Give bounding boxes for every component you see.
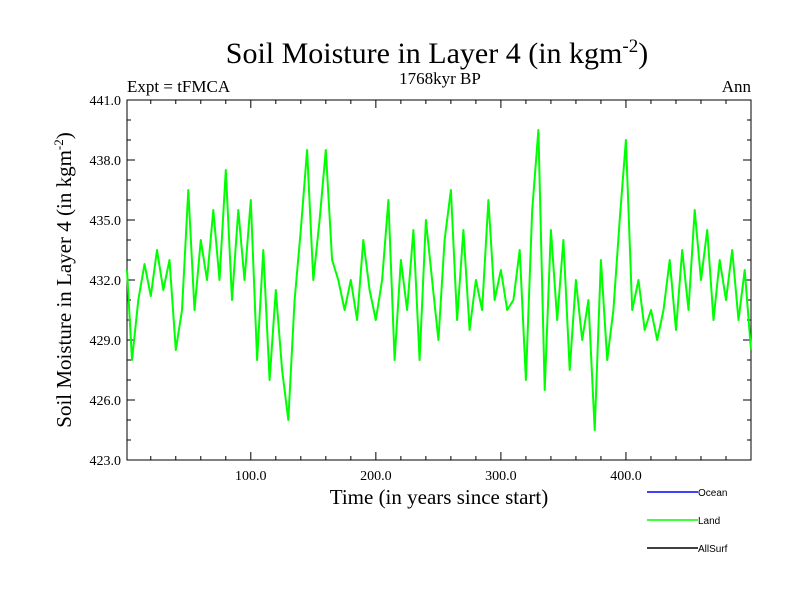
x-tick-label: 300.0 [485, 469, 517, 484]
y-tick-label: 426.0 [90, 394, 122, 409]
x-tick-label: 200.0 [360, 469, 392, 484]
experiment-label: Expt = tFMCA [127, 77, 231, 96]
season-label: Ann [722, 77, 752, 96]
x-axis: 100.0 200.0 300.0 400.0 [150, 100, 727, 484]
y-tick-label: 429.0 [90, 334, 122, 349]
y-tick-label: 423.0 [90, 454, 122, 469]
x-tick-label: 100.0 [235, 469, 267, 484]
chart-title: Soil Moisture in Layer 4 (in kgm-2) [226, 36, 648, 70]
y-axis-label-close: ) [52, 132, 76, 139]
legend-label-land: Land [698, 516, 720, 527]
y-axis-label-main: Soil Moisture in Layer 4 (in kgm [52, 150, 76, 428]
series-line-land [126, 129, 752, 431]
y-tick-label: 435.0 [90, 214, 122, 229]
x-tick-label: 400.0 [610, 469, 642, 484]
plot-frame [126, 99, 752, 461]
y-tick-label: 432.0 [90, 274, 122, 289]
y-tick-label: 441.0 [90, 94, 122, 109]
legend-label-allsurf: AllSurf [698, 544, 728, 555]
legend-label-ocean: Ocean [698, 488, 727, 499]
y-axis-label-sup: -2 [51, 139, 66, 150]
y-axis-label: Soil Moisture in Layer 4 (in kgm-2) [51, 132, 76, 427]
y-axis: 423.0 426.0 429.0 432.0 435.0 438.0 441.0 [90, 94, 751, 469]
chart-title-main: Soil Moisture in Layer 4 (in kgm [226, 37, 623, 70]
legend: Ocean Land AllSurf [647, 488, 728, 555]
x-axis-label: Time (in years since start) [330, 485, 549, 509]
chart-title-close: ) [638, 37, 648, 70]
period-label: 1768kyr BP [399, 69, 481, 88]
chart-title-sup: -2 [622, 36, 638, 57]
y-tick-label: 438.0 [90, 154, 122, 169]
